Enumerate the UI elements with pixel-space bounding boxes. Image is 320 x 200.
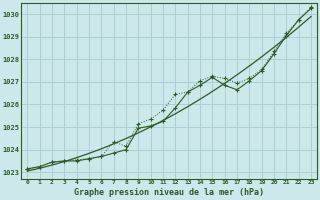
X-axis label: Graphe pression niveau de la mer (hPa): Graphe pression niveau de la mer (hPa) (74, 188, 264, 197)
